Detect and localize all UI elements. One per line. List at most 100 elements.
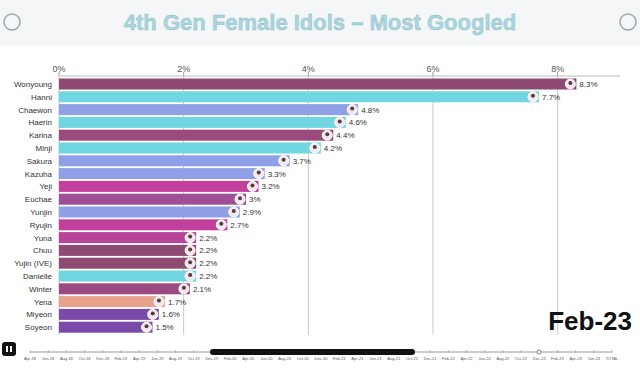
timeline-label: Feb-23 bbox=[551, 356, 564, 361]
category-label: Danielle bbox=[23, 272, 52, 281]
category-label: Chaewon bbox=[18, 106, 52, 115]
bar bbox=[59, 130, 333, 141]
timeline-tick bbox=[466, 350, 467, 353]
avatar bbox=[528, 92, 538, 102]
category-label: Miyeon bbox=[26, 310, 52, 319]
avatar-face bbox=[313, 145, 317, 149]
timeline-label: Dec-21 bbox=[424, 356, 438, 361]
avatar bbox=[279, 156, 289, 166]
category-label: Euchae bbox=[25, 195, 53, 204]
data-label: 7.7% bbox=[542, 93, 560, 102]
timeline-tick bbox=[66, 350, 67, 353]
avatar bbox=[185, 245, 195, 255]
category-label: Winter bbox=[29, 285, 52, 294]
timeline-label: Jun-18 bbox=[42, 356, 55, 361]
avatar-face bbox=[257, 171, 261, 175]
timeline-label: Apr-23 bbox=[570, 356, 583, 361]
avatar bbox=[179, 284, 189, 294]
data-label: 4.8% bbox=[361, 106, 379, 115]
avatar-face bbox=[188, 273, 192, 277]
timeline-tick bbox=[502, 350, 503, 353]
data-label: 4.2% bbox=[324, 144, 342, 153]
avatar bbox=[229, 207, 239, 217]
data-label: 2.2% bbox=[199, 259, 217, 268]
header-band bbox=[0, 0, 640, 46]
play-icon bbox=[6, 346, 8, 352]
timeline-tick bbox=[84, 350, 85, 353]
avatar bbox=[216, 220, 226, 230]
timeline-tick bbox=[521, 350, 522, 353]
avatar bbox=[185, 271, 195, 281]
bar bbox=[59, 283, 190, 294]
category-label: Soyeon bbox=[25, 323, 52, 332]
logo bbox=[4, 14, 20, 30]
data-label: 1.5% bbox=[156, 323, 174, 332]
avatar-face bbox=[238, 196, 242, 200]
category-label: Sakura bbox=[27, 157, 53, 166]
avatar-face bbox=[282, 158, 286, 162]
timeline-tick bbox=[448, 350, 449, 353]
avatar bbox=[247, 181, 257, 191]
timeline-tick bbox=[612, 350, 613, 353]
avatar bbox=[235, 194, 245, 204]
category-label: Wonyoung bbox=[14, 80, 52, 89]
category-label: Minji bbox=[36, 144, 53, 153]
timeline-label: Aug-22 bbox=[496, 356, 510, 361]
timeline-label: Dec-20 bbox=[315, 356, 329, 361]
bar bbox=[59, 168, 265, 179]
data-label: 3.3% bbox=[268, 170, 286, 179]
timeline-label: Aug-18 bbox=[60, 356, 74, 361]
avatar-face bbox=[182, 286, 186, 290]
data-label: 3.2% bbox=[261, 182, 279, 191]
chart: 4th Gen Female Idols – Most Googled0%2%4… bbox=[0, 0, 640, 368]
avatar-face bbox=[157, 299, 161, 303]
category-label: Ryujin bbox=[30, 221, 52, 230]
bar bbox=[59, 258, 196, 269]
timeline-label: Aug-20 bbox=[278, 356, 292, 361]
bar bbox=[59, 322, 153, 333]
timeline-tick bbox=[120, 350, 121, 353]
timeline-handle bbox=[537, 350, 541, 354]
category-label: Yuna bbox=[34, 234, 53, 243]
data-label: 4.4% bbox=[336, 131, 354, 140]
data-label: 2.2% bbox=[199, 272, 217, 281]
timeline-label: Apr-19 bbox=[133, 356, 146, 361]
timeline-tick bbox=[430, 350, 431, 353]
avatar bbox=[185, 233, 195, 243]
timeline-tick bbox=[175, 350, 176, 353]
bars bbox=[59, 79, 576, 333]
timeline-label: Aug-21 bbox=[387, 356, 401, 361]
timeline-tick bbox=[30, 350, 31, 353]
timeline-tick bbox=[48, 350, 49, 353]
play-button[interactable] bbox=[2, 342, 16, 356]
logo bbox=[620, 14, 636, 30]
avatar bbox=[154, 297, 164, 307]
avatar-face bbox=[188, 247, 192, 251]
labels: Wonyoung8.3%Hanni7.7%Chaewon4.8%Haerin4.… bbox=[14, 80, 598, 332]
category-label: Yujin (IVE) bbox=[14, 259, 52, 268]
category-label: Haerin bbox=[28, 118, 52, 127]
timeline-label: Dec-19 bbox=[205, 356, 219, 361]
timeline-label: Jun-19 bbox=[151, 356, 164, 361]
title: 4th Gen Female Idols – Most Googled bbox=[124, 10, 516, 35]
avatar-face bbox=[531, 94, 535, 98]
timeline-tick bbox=[157, 350, 158, 353]
timeline-scrubber bbox=[210, 349, 415, 355]
timeline-label: Apr-21 bbox=[351, 356, 364, 361]
data-label: 2.7% bbox=[230, 221, 248, 230]
category-label: Hanni bbox=[31, 93, 52, 102]
timeline-tick bbox=[193, 350, 194, 353]
tick-label: 8% bbox=[551, 64, 564, 74]
bar bbox=[59, 232, 196, 243]
bar bbox=[59, 143, 321, 154]
data-label: 1.6% bbox=[162, 310, 180, 319]
bar bbox=[59, 104, 358, 115]
tick-label: 6% bbox=[426, 64, 439, 74]
avatar bbox=[335, 117, 345, 127]
data-label: 3% bbox=[249, 195, 261, 204]
avatar-face bbox=[151, 311, 155, 315]
avatar-face bbox=[145, 324, 149, 328]
tick-label: 2% bbox=[177, 64, 190, 74]
category-label: Yeji bbox=[39, 182, 52, 191]
avatar bbox=[347, 105, 357, 115]
